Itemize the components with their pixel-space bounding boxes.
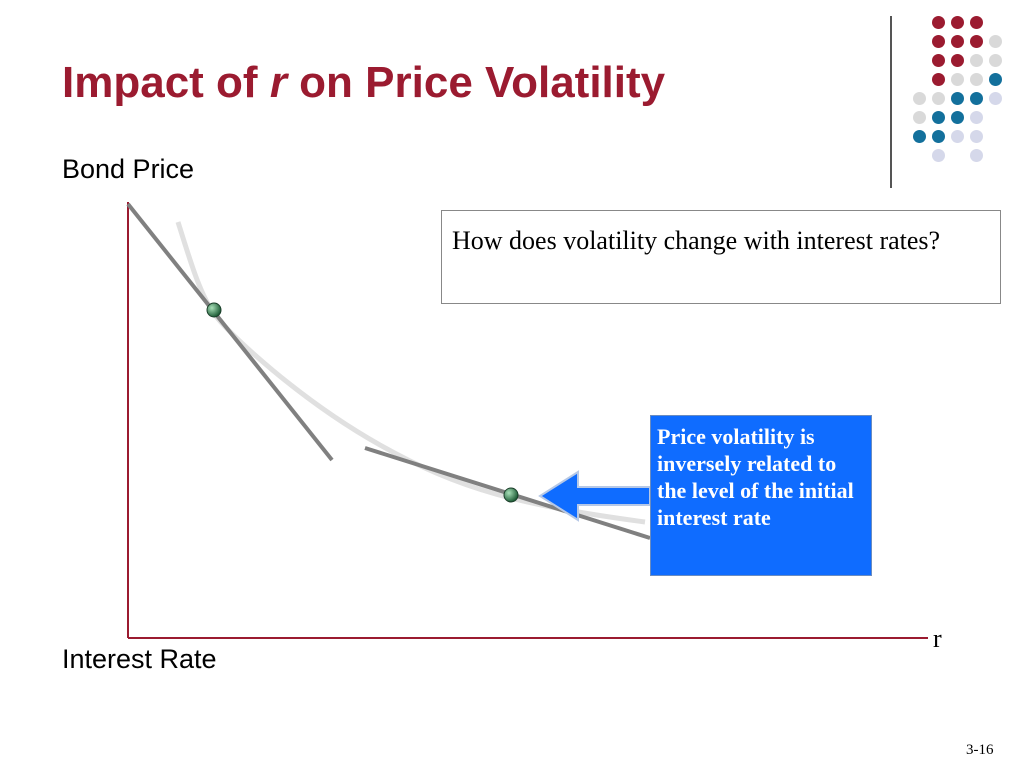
decorative-dot bbox=[989, 54, 1002, 67]
decorative-dot bbox=[932, 54, 945, 67]
decorative-dot bbox=[951, 130, 964, 143]
decorative-dot bbox=[951, 73, 964, 86]
decorative-dot bbox=[913, 111, 926, 124]
decorative-dot bbox=[951, 54, 964, 67]
decorative-dot bbox=[932, 149, 945, 162]
decorative-dot bbox=[970, 130, 983, 143]
decorative-dot bbox=[932, 130, 945, 143]
decorative-dot bbox=[951, 111, 964, 124]
decorative-dot bbox=[970, 16, 983, 29]
tangent-point-high-price bbox=[206, 302, 222, 318]
decorative-dot bbox=[951, 92, 964, 105]
decorative-dot bbox=[932, 35, 945, 48]
decorative-dot bbox=[913, 130, 926, 143]
decorative-dot bbox=[970, 35, 983, 48]
decorative-dot bbox=[989, 35, 1002, 48]
title-text-after: on Price Volatility bbox=[299, 58, 666, 107]
callout-box: Price volatility is inversely related to… bbox=[650, 415, 872, 576]
decorative-dot bbox=[970, 149, 983, 162]
slide-title: Impact of r on Price Volatility bbox=[62, 58, 665, 108]
x-axis-label: Interest Rate bbox=[62, 644, 217, 674]
decorative-dot bbox=[989, 92, 1002, 105]
tangent-line-steep bbox=[126, 202, 334, 462]
y-axis-label: Bond Price bbox=[62, 154, 195, 184]
decorative-dot bbox=[932, 16, 945, 29]
decorative-dot bbox=[913, 92, 926, 105]
decorative-dot bbox=[951, 16, 964, 29]
decorative-dot bbox=[932, 73, 945, 86]
title-text-before: Impact of bbox=[62, 58, 258, 107]
question-box: How does volatility change with interest… bbox=[441, 210, 1001, 304]
page-number: 3-16 bbox=[966, 742, 994, 758]
decorative-dot bbox=[970, 111, 983, 124]
x-axis-end-label: r bbox=[933, 624, 942, 653]
decorative-divider bbox=[890, 16, 892, 188]
decorative-dot-grid bbox=[0, 0, 1024, 200]
decorative-dot bbox=[989, 73, 1002, 86]
decorative-dot bbox=[932, 92, 945, 105]
decorative-dot bbox=[951, 35, 964, 48]
decorative-dot bbox=[970, 54, 983, 67]
title-variable: r bbox=[269, 58, 287, 107]
tangent-point-low-price bbox=[503, 487, 519, 503]
decorative-dot bbox=[970, 73, 983, 86]
decorative-dot bbox=[932, 111, 945, 124]
decorative-dot bbox=[970, 92, 983, 105]
